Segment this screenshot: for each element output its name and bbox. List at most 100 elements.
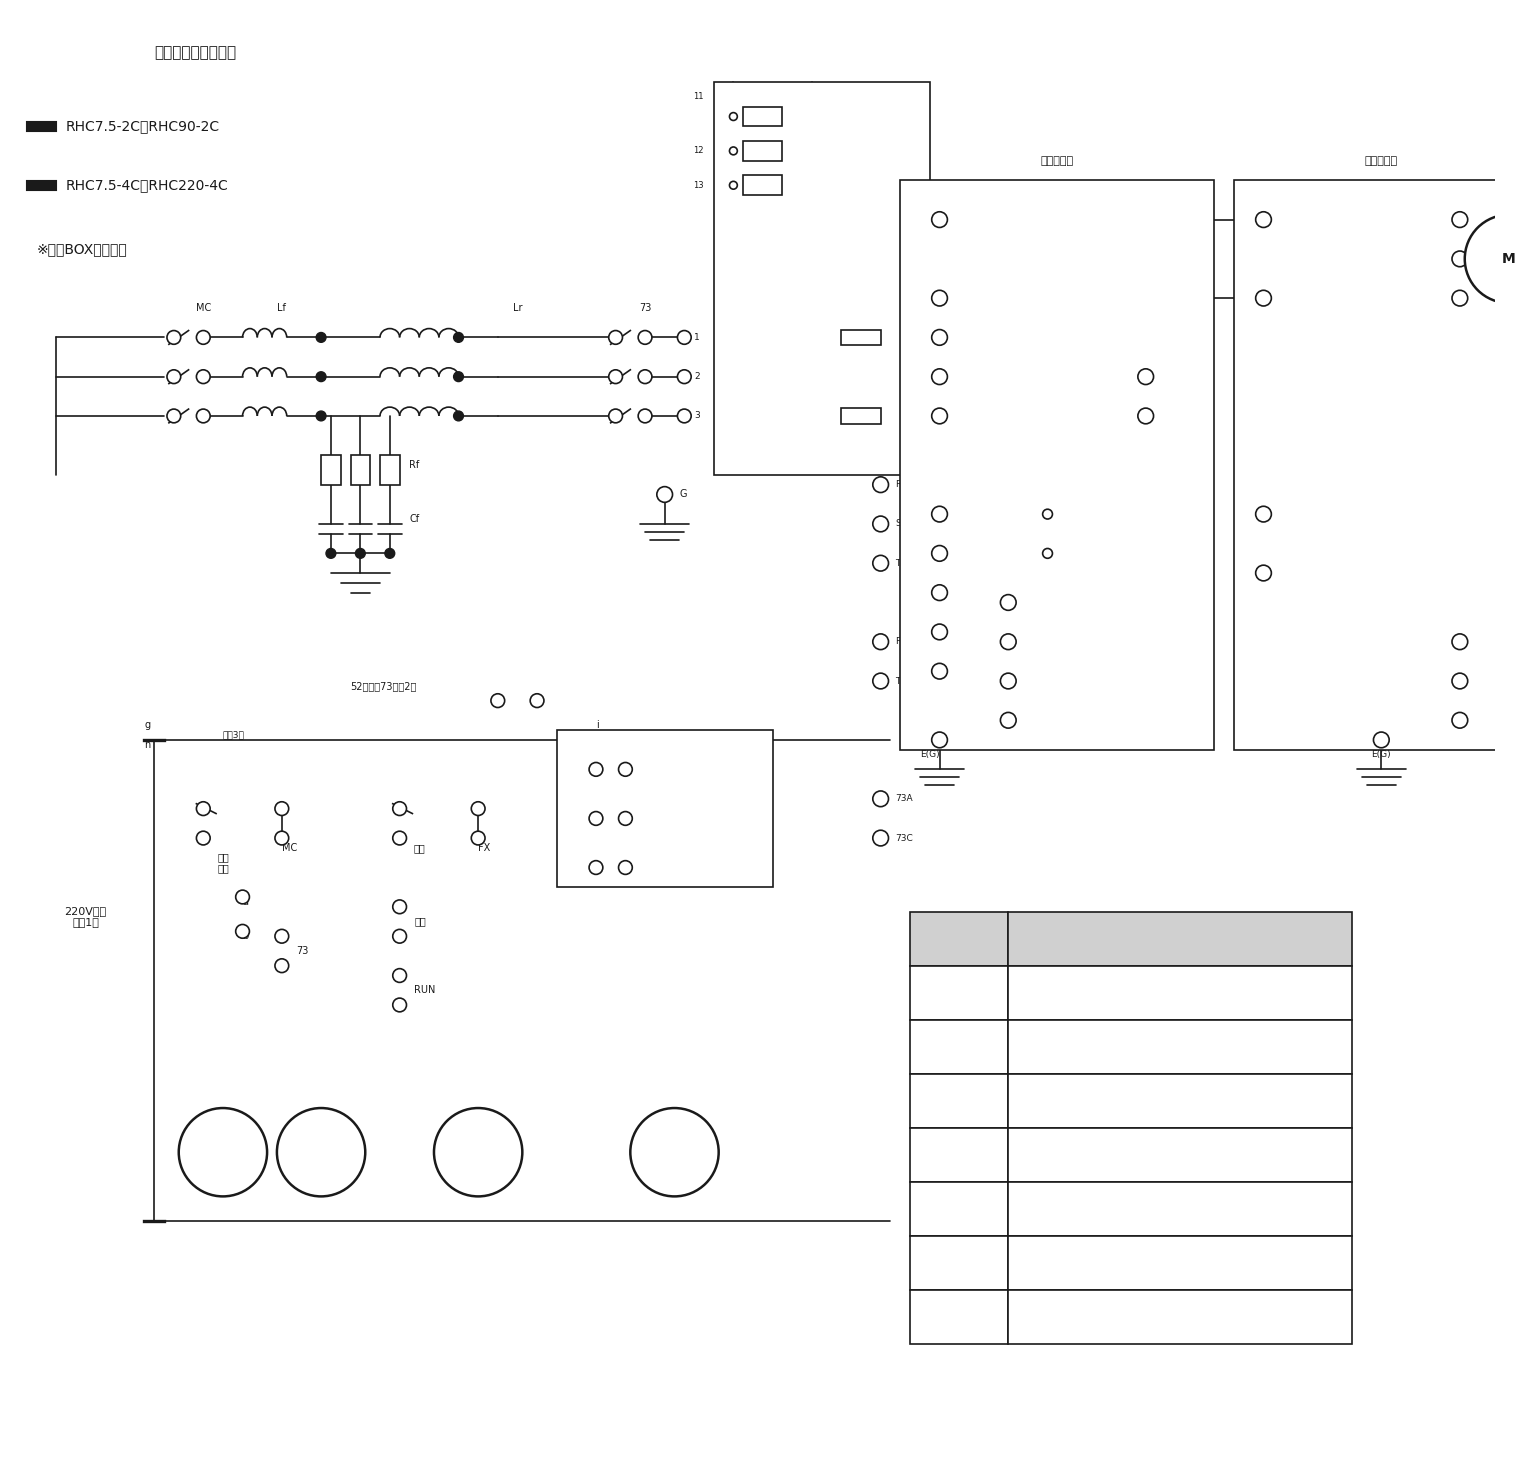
Circle shape bbox=[638, 409, 652, 423]
Text: FX: FX bbox=[471, 1147, 485, 1157]
Circle shape bbox=[434, 1108, 523, 1197]
Circle shape bbox=[932, 506, 948, 522]
Text: a: a bbox=[954, 598, 960, 607]
Text: Y5A: Y5A bbox=[908, 510, 925, 519]
Bar bbox=[841, 409, 881, 423]
Text: S1: S1 bbox=[896, 519, 907, 528]
Text: 30C: 30C bbox=[1028, 676, 1045, 685]
Circle shape bbox=[453, 332, 464, 343]
Text: Rf: Rf bbox=[409, 460, 420, 470]
Text: FX: FX bbox=[1460, 495, 1471, 504]
Text: 11: 11 bbox=[1480, 716, 1490, 725]
Text: （注4）: （注4） bbox=[1420, 470, 1440, 479]
Circle shape bbox=[873, 673, 888, 689]
Bar bbox=[714, 82, 929, 475]
Circle shape bbox=[932, 212, 948, 228]
Circle shape bbox=[729, 147, 737, 154]
Text: （注3）: （注3） bbox=[223, 731, 244, 739]
Circle shape bbox=[1255, 564, 1272, 581]
Circle shape bbox=[873, 556, 888, 570]
Bar bbox=[350, 456, 370, 485]
Text: 73C: 73C bbox=[896, 833, 913, 842]
Circle shape bbox=[1043, 509, 1052, 519]
Bar bbox=[910, 911, 1008, 966]
Text: j: j bbox=[596, 739, 599, 750]
Text: 11: 11 bbox=[693, 93, 703, 101]
Circle shape bbox=[1464, 215, 1516, 303]
Text: T0: T0 bbox=[896, 676, 907, 685]
Circle shape bbox=[1452, 290, 1467, 306]
Text: CM: CM bbox=[644, 863, 659, 872]
Bar bbox=[1008, 1073, 1352, 1127]
Text: 5: 5 bbox=[831, 363, 837, 372]
Text: f: f bbox=[1087, 544, 1090, 553]
Text: フィルタ用リアクトル: フィルタ用リアクトル bbox=[1151, 1042, 1210, 1051]
Text: RHC7.5-4C～RHC220-4C: RHC7.5-4C～RHC220-4C bbox=[65, 178, 229, 193]
Bar bbox=[841, 329, 881, 345]
Circle shape bbox=[590, 763, 603, 776]
Circle shape bbox=[274, 831, 288, 845]
Text: h: h bbox=[1061, 401, 1067, 410]
Text: R2: R2 bbox=[822, 387, 832, 395]
Circle shape bbox=[393, 900, 406, 914]
Circle shape bbox=[678, 409, 691, 423]
Circle shape bbox=[932, 625, 948, 639]
Circle shape bbox=[1139, 409, 1154, 423]
Text: FX: FX bbox=[478, 842, 490, 853]
Circle shape bbox=[656, 487, 673, 503]
Text: g: g bbox=[1061, 363, 1067, 372]
Text: X9(THR): X9(THR) bbox=[1155, 628, 1190, 637]
Circle shape bbox=[235, 925, 250, 938]
Text: 4: 4 bbox=[831, 323, 837, 332]
Text: 3: 3 bbox=[694, 412, 700, 420]
Text: h: h bbox=[144, 739, 150, 750]
Text: RST: RST bbox=[644, 814, 662, 823]
Text: R0: R0 bbox=[952, 1204, 966, 1214]
Text: MC: MC bbox=[282, 842, 297, 853]
Circle shape bbox=[355, 548, 365, 559]
Circle shape bbox=[638, 331, 652, 344]
Circle shape bbox=[932, 329, 948, 345]
Text: G: G bbox=[679, 490, 687, 500]
Text: e f: e f bbox=[1405, 495, 1416, 504]
Text: g: g bbox=[144, 720, 150, 731]
Text: 6: 6 bbox=[831, 401, 837, 410]
Text: 部品名称: 部品名称 bbox=[1167, 933, 1193, 944]
Circle shape bbox=[590, 811, 603, 825]
Circle shape bbox=[197, 801, 211, 816]
Circle shape bbox=[179, 1108, 267, 1197]
Text: 73: 73 bbox=[954, 1311, 966, 1322]
Circle shape bbox=[453, 412, 464, 420]
Circle shape bbox=[1139, 369, 1154, 385]
Text: 30C: 30C bbox=[908, 667, 925, 676]
Circle shape bbox=[873, 831, 888, 845]
Circle shape bbox=[609, 409, 623, 423]
Circle shape bbox=[393, 998, 406, 1011]
Circle shape bbox=[873, 634, 888, 650]
Text: R0: R0 bbox=[896, 637, 908, 647]
Circle shape bbox=[235, 891, 250, 904]
Circle shape bbox=[277, 1108, 365, 1197]
Circle shape bbox=[197, 370, 211, 384]
Circle shape bbox=[619, 763, 632, 776]
Text: CM: CM bbox=[1242, 569, 1254, 578]
Circle shape bbox=[1255, 212, 1272, 228]
Circle shape bbox=[326, 548, 337, 559]
Circle shape bbox=[385, 548, 394, 559]
Text: i: i bbox=[957, 676, 960, 685]
Text: ACヒューズ: ACヒューズ bbox=[1161, 1258, 1199, 1267]
Circle shape bbox=[317, 372, 326, 382]
Circle shape bbox=[609, 370, 623, 384]
Text: a: a bbox=[243, 897, 249, 907]
Circle shape bbox=[167, 409, 180, 423]
Circle shape bbox=[393, 801, 406, 816]
Text: P(+): P(+) bbox=[1283, 210, 1304, 219]
Text: Fac: Fac bbox=[870, 313, 885, 322]
Text: 停止: 停止 bbox=[414, 916, 426, 926]
Text: R1: R1 bbox=[1166, 372, 1178, 381]
Bar bbox=[1008, 1236, 1352, 1289]
Text: ※充電BOX適用時。: ※充電BOX適用時。 bbox=[36, 243, 127, 256]
Text: 12: 12 bbox=[1480, 676, 1490, 685]
Text: 符号: 符号 bbox=[954, 933, 966, 944]
Circle shape bbox=[274, 958, 288, 973]
